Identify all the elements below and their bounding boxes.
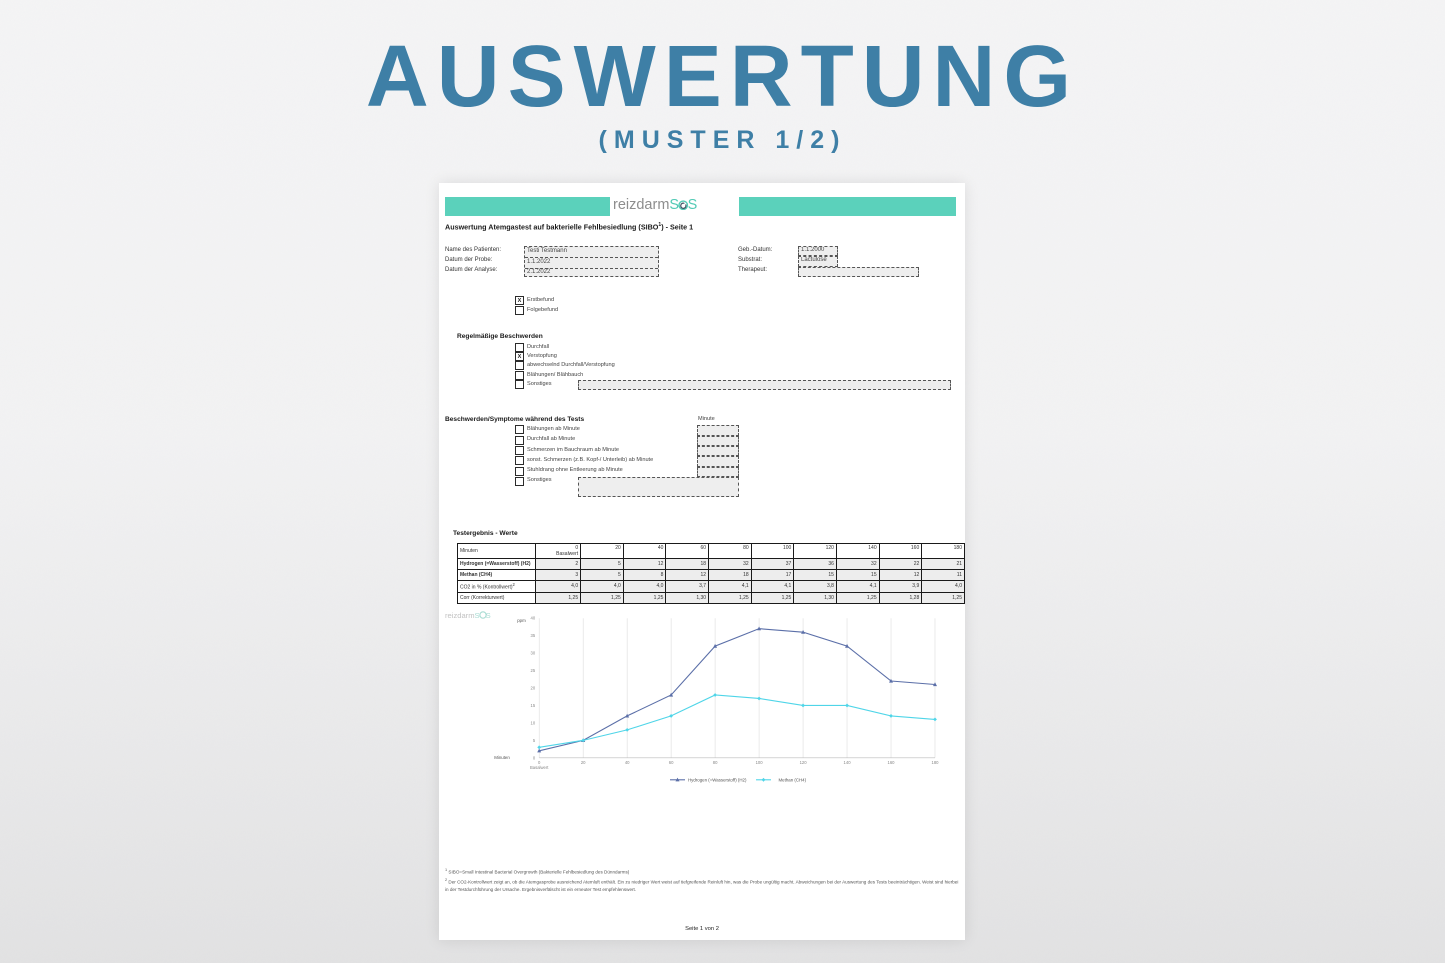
svg-text:30: 30 [531, 651, 536, 656]
svg-text:60: 60 [669, 760, 674, 765]
svg-text:10: 10 [531, 720, 536, 725]
svg-text:100: 100 [756, 760, 764, 765]
svg-text:25: 25 [531, 668, 536, 673]
svg-text:Basalwert: Basalwert [530, 765, 549, 770]
svg-text:40: 40 [625, 760, 630, 765]
svg-text:20: 20 [581, 760, 586, 765]
svg-text:Hydrogen (=Wasserstoff) (H2): Hydrogen (=Wasserstoff) (H2) [688, 777, 747, 782]
svg-text:80: 80 [713, 760, 718, 765]
svg-text:20: 20 [531, 686, 536, 691]
svg-text:5: 5 [533, 738, 536, 743]
svg-text:140: 140 [844, 760, 852, 765]
svg-text:180: 180 [932, 760, 940, 765]
svg-text:15: 15 [531, 703, 536, 708]
svg-text:ppm: ppm [517, 618, 526, 623]
svg-text:35: 35 [531, 633, 536, 638]
svg-text:120: 120 [800, 760, 808, 765]
svg-text:0: 0 [533, 755, 536, 760]
svg-text:Methan (CH4): Methan (CH4) [779, 777, 807, 782]
svg-text:Minuten: Minuten [494, 755, 510, 760]
svg-text:40: 40 [531, 616, 536, 621]
svg-text:160: 160 [888, 760, 896, 765]
